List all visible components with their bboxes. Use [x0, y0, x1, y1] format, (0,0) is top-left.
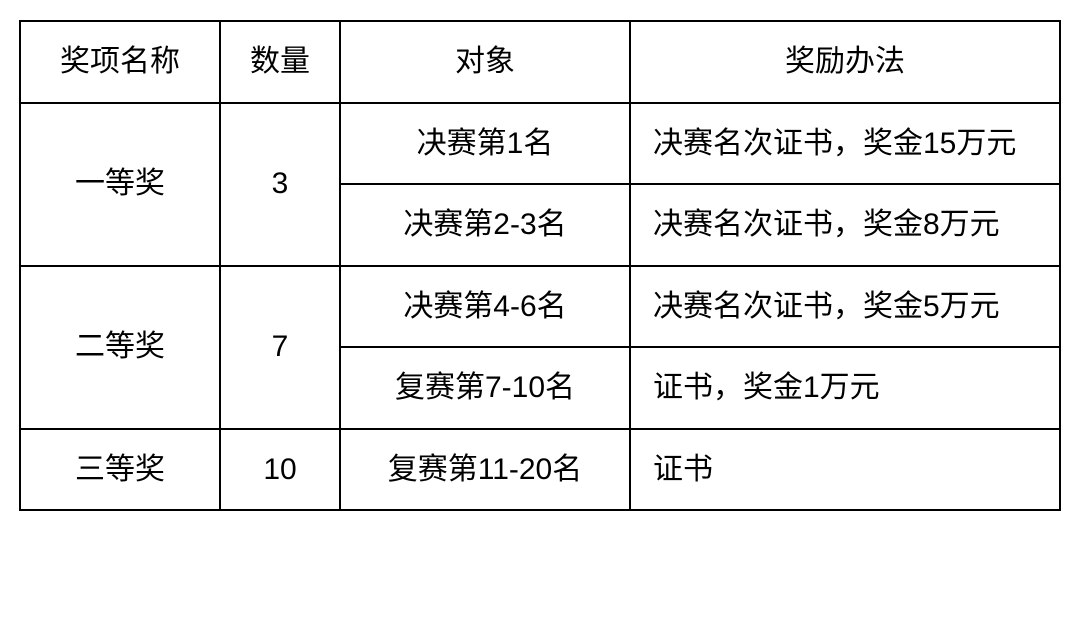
cell-target: 决赛第4-6名	[340, 266, 630, 348]
cell-quantity: 3	[220, 103, 340, 266]
table-header-row: 奖项名称 数量 对象 奖励办法	[20, 21, 1060, 103]
cell-reward: 证书，奖金1万元	[630, 347, 1060, 429]
table-row: 二等奖 7 决赛第4-6名 决赛名次证书，奖金5万元	[20, 266, 1060, 348]
cell-target: 决赛第1名	[340, 103, 630, 185]
table-row: 三等奖 10 复赛第11-20名 证书	[20, 429, 1060, 511]
cell-reward: 决赛名次证书，奖金15万元	[630, 103, 1060, 185]
table-row: 一等奖 3 决赛第1名 决赛名次证书，奖金15万元	[20, 103, 1060, 185]
cell-award-name: 一等奖	[20, 103, 220, 266]
col-header-award-name: 奖项名称	[20, 21, 220, 103]
cell-target: 复赛第7-10名	[340, 347, 630, 429]
col-header-quantity: 数量	[220, 21, 340, 103]
cell-award-name: 二等奖	[20, 266, 220, 429]
col-header-target: 对象	[340, 21, 630, 103]
awards-table: 奖项名称 数量 对象 奖励办法 一等奖 3 决赛第1名 决赛名次证书，奖金15万…	[19, 20, 1061, 511]
cell-reward: 证书	[630, 429, 1060, 511]
cell-quantity: 7	[220, 266, 340, 429]
cell-reward: 决赛名次证书，奖金5万元	[630, 266, 1060, 348]
cell-award-name: 三等奖	[20, 429, 220, 511]
col-header-reward: 奖励办法	[630, 21, 1060, 103]
cell-reward: 决赛名次证书，奖金8万元	[630, 184, 1060, 266]
cell-quantity: 10	[220, 429, 340, 511]
cell-target: 复赛第11-20名	[340, 429, 630, 511]
cell-target: 决赛第2-3名	[340, 184, 630, 266]
